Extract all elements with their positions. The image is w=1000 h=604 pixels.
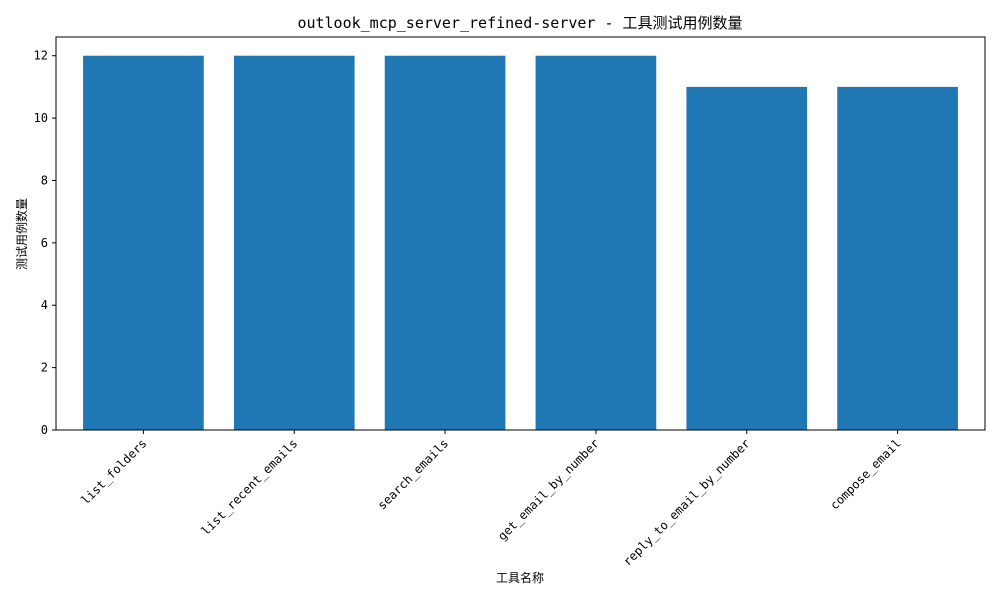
- y-tick-label: 8: [41, 173, 48, 187]
- bars-layer: [83, 55, 958, 431]
- bar-reply-to-email-by-number: [686, 86, 808, 431]
- x-axis: list_folders list_recent_emails search_ema…: [78, 430, 904, 569]
- y-tick-label: 12: [34, 49, 48, 63]
- plot-frame: [55, 36, 986, 431]
- x-tick-label: compose_email: [827, 436, 903, 512]
- x-tick-label: search_emails: [375, 436, 451, 512]
- y-tick-label: 0: [41, 423, 48, 437]
- y-tick-label: 2: [41, 361, 48, 375]
- y-tick-label: 10: [34, 111, 48, 125]
- chart-title: outlook_mcp_server_refined-server - 工具测试…: [297, 14, 742, 32]
- x-tick-label: reply_to_email_by_number: [620, 436, 753, 569]
- bar-list-recent-emails: [233, 55, 355, 431]
- x-axis-title: 工具名称: [496, 570, 544, 585]
- bar-list-folders: [83, 55, 204, 431]
- x-tick-label: get_email_by_number: [495, 436, 602, 543]
- bar-search-emails: [384, 55, 506, 431]
- bar-compose-email: [837, 86, 958, 431]
- x-tick-label: list_recent_emails: [199, 436, 301, 538]
- bar-get-email-by-number: [535, 55, 657, 431]
- y-axis: 0 2 4 6 8 10 12: [34, 49, 56, 437]
- y-axis-title: 测试用例数量: [14, 198, 29, 270]
- y-tick-label: 6: [41, 236, 48, 250]
- y-tick-label: 4: [41, 298, 48, 312]
- x-tick-label: list_folders: [78, 436, 149, 507]
